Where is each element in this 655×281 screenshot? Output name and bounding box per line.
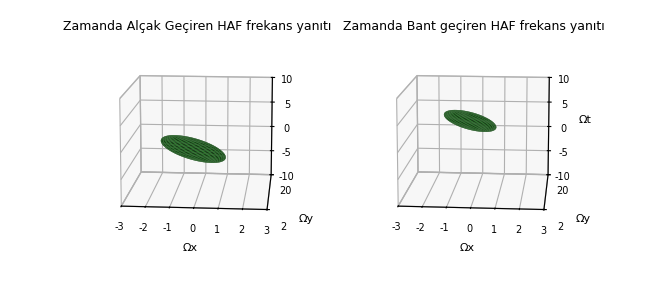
Title: Zamanda Alçak Geçiren HAF frekans yanıtı: Zamanda Alçak Geçiren HAF frekans yanıtı <box>63 20 331 33</box>
Y-axis label: Ωy: Ωy <box>299 214 314 224</box>
Y-axis label: Ωy: Ωy <box>576 214 591 224</box>
X-axis label: Ωx: Ωx <box>183 243 198 253</box>
Title: Zamanda Bant geçiren HAF frekans yanıtı: Zamanda Bant geçiren HAF frekans yanıtı <box>343 20 605 33</box>
X-axis label: Ωx: Ωx <box>459 243 474 253</box>
